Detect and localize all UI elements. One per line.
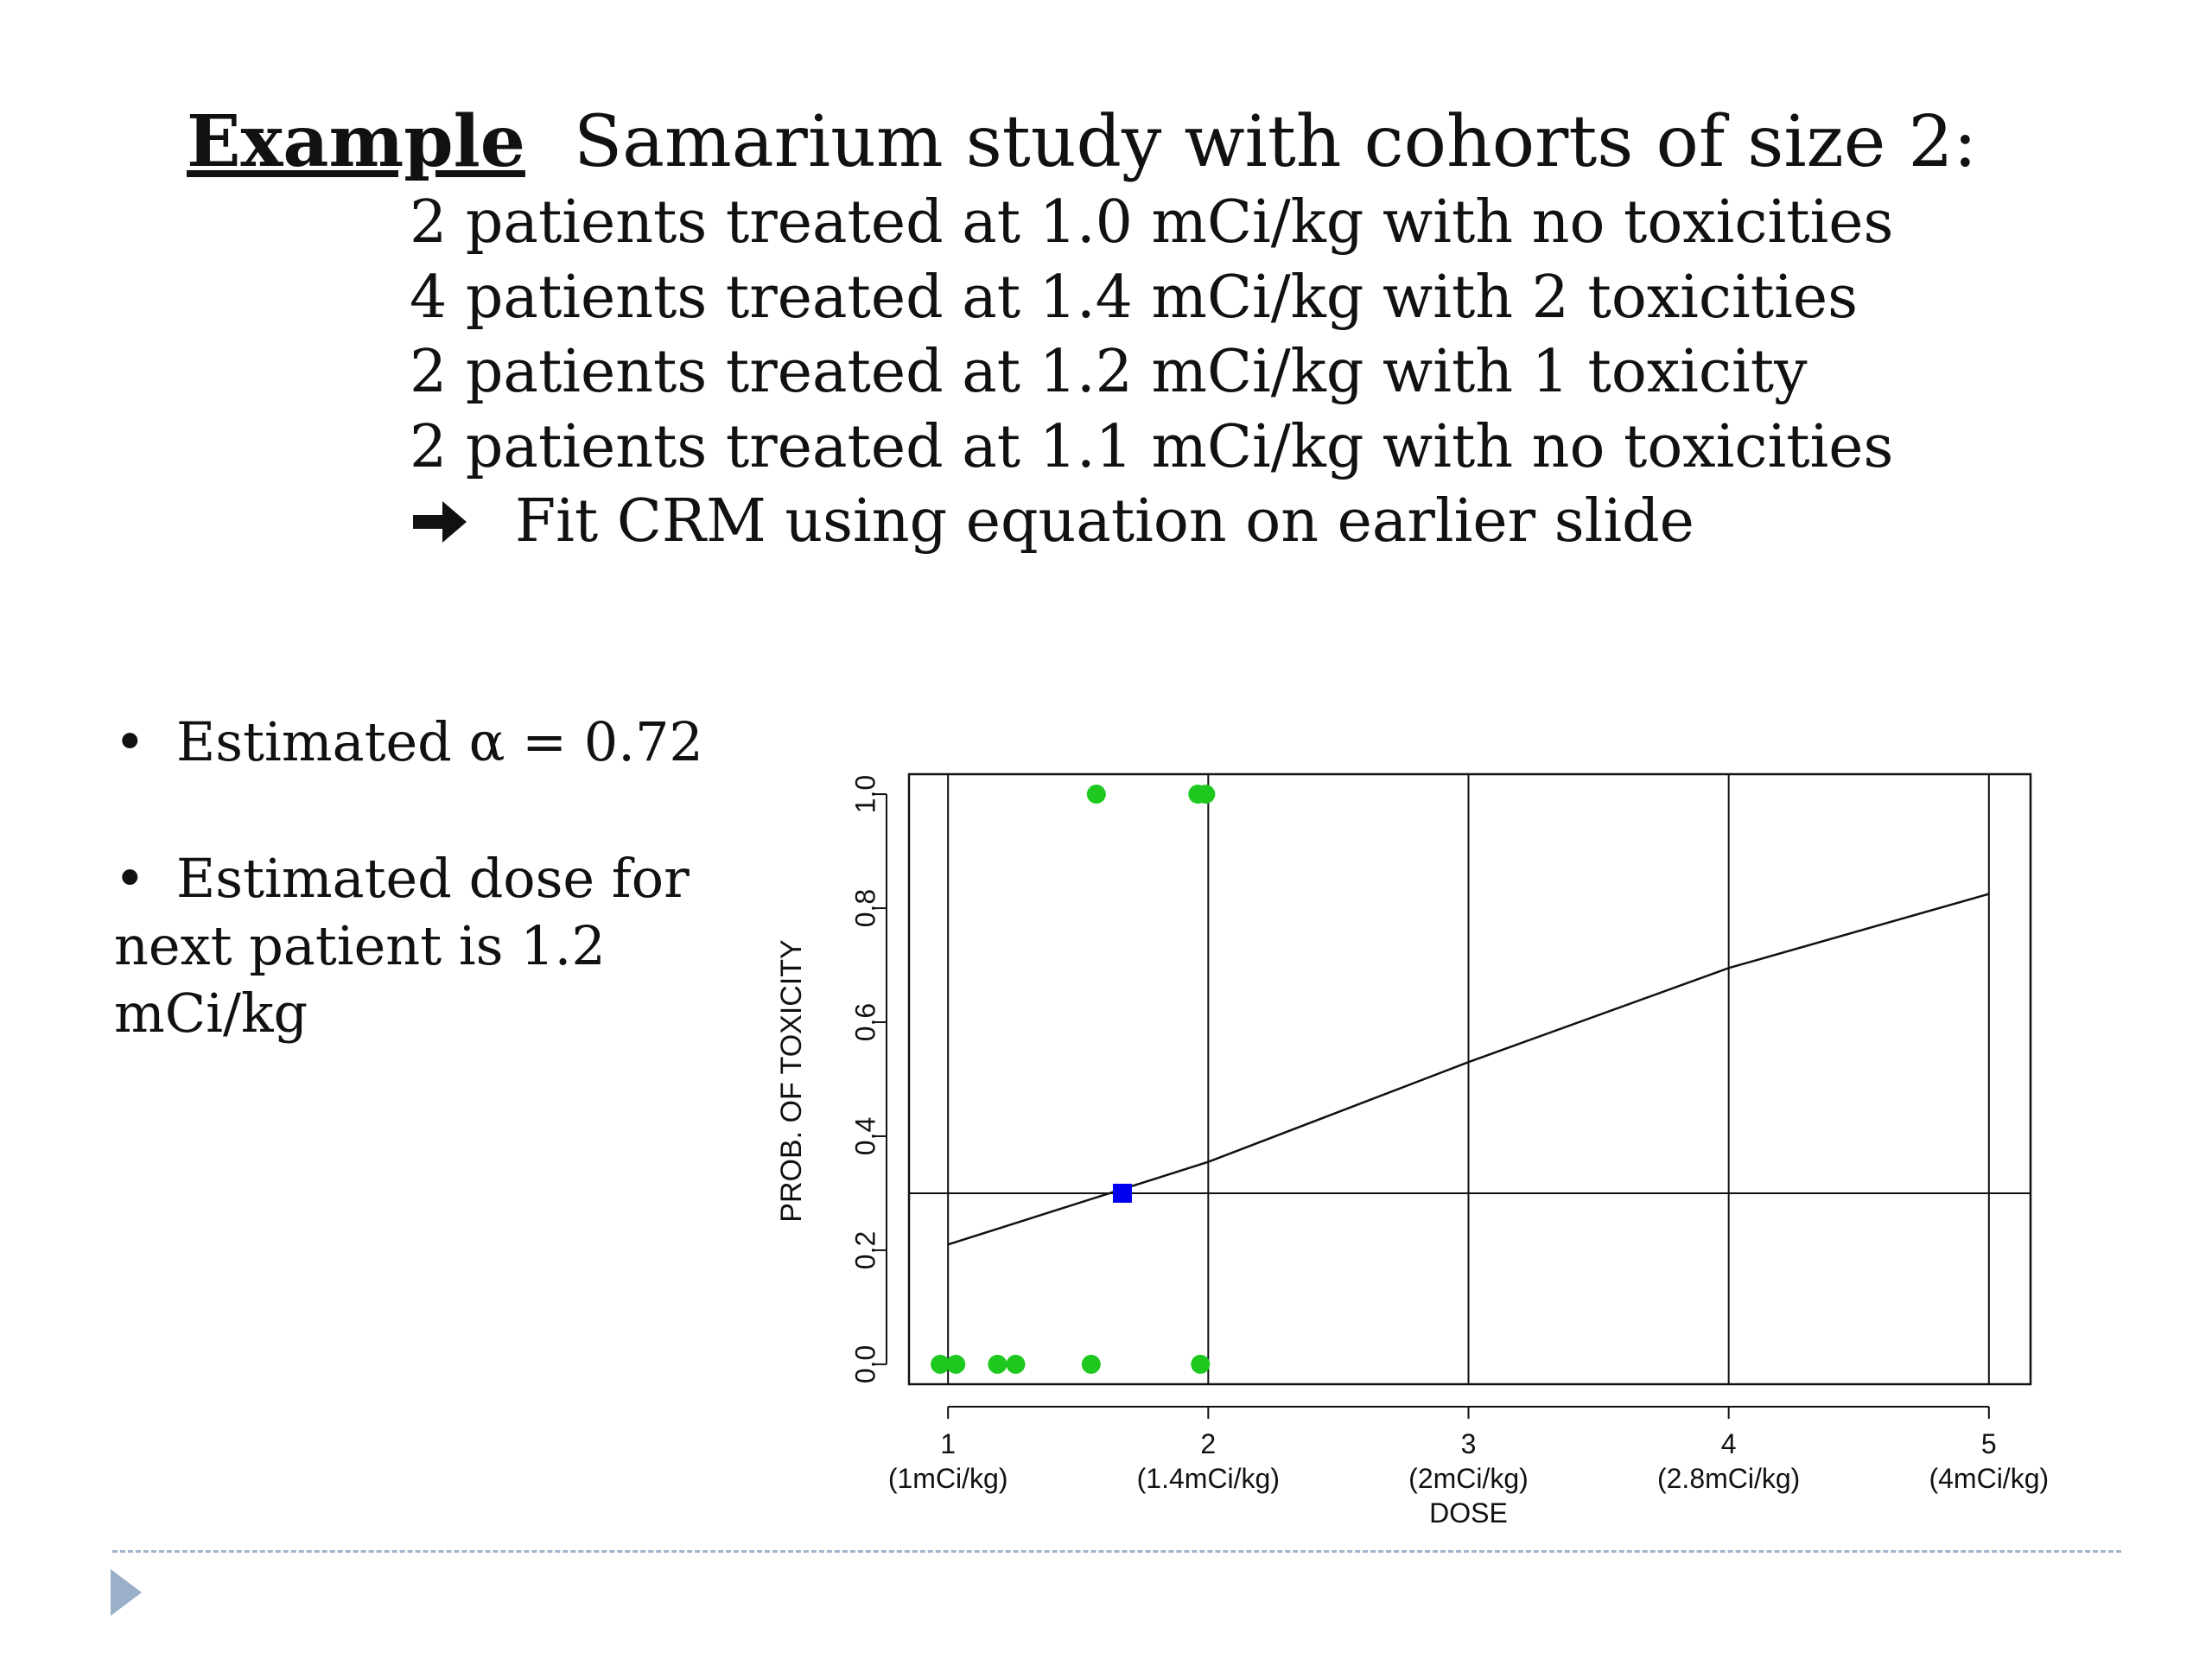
bullet-dose: • Estimated dose for next patient is 1.2 …	[114, 845, 736, 1047]
x-tick-sublabel: (1.4mCi/kg)	[1137, 1463, 1280, 1494]
cohort-line: 2 patients treated at 1.0 mCi/kg with no…	[410, 188, 1894, 257]
cohort-list: 2 patients treated at 1.0 mCi/kg with no…	[410, 186, 1893, 560]
observation-point	[1191, 1354, 1211, 1374]
cohort-line: 4 patients treated at 1.4 mCi/kg with 2 …	[410, 263, 1858, 332]
y-tick-label: 0.6	[849, 1003, 880, 1041]
y-tick-label: 0.0	[849, 1345, 880, 1383]
estimate-point	[1112, 1183, 1132, 1203]
observation-point	[946, 1354, 966, 1374]
observation-point	[931, 1354, 950, 1374]
play-triangle-icon	[111, 1569, 142, 1616]
x-tick-label: 4	[1721, 1428, 1737, 1459]
observation-point	[1086, 785, 1106, 804]
x-tick-label: 5	[1981, 1428, 1997, 1459]
x-tick-label: 1	[940, 1428, 956, 1459]
observation-point	[1196, 785, 1216, 804]
bullet-dot-icon: •	[114, 847, 146, 910]
x-tick-label: 3	[1461, 1428, 1477, 1459]
cohort-line: 2 patients treated at 1.1 mCi/kg with no…	[410, 412, 1894, 481]
slide-title: Example Samarium study with cohorts of si…	[187, 93, 1977, 191]
y-tick-label: 1.0	[849, 775, 880, 813]
x-tick-sublabel: (2.8mCi/kg)	[1657, 1463, 1800, 1494]
right-arrow-icon	[413, 501, 467, 543]
bullet-text: Estimated α = 0.72	[176, 710, 703, 773]
x-tick-sublabel: (1mCi/kg)	[888, 1463, 1008, 1494]
title-example: Example	[187, 100, 525, 183]
bullet-dot-icon: •	[114, 710, 146, 773]
bullet-list: • Estimated α = 0.72 • Estimated dose for …	[114, 709, 736, 1047]
observation-point	[988, 1354, 1007, 1374]
y-tick-label: 0.4	[849, 1117, 880, 1155]
bullet-alpha: • Estimated α = 0.72	[114, 709, 736, 776]
y-tick-label: 0.8	[849, 889, 880, 927]
observation-point	[1081, 1354, 1101, 1374]
x-axis-label: DOSE	[1429, 1497, 1508, 1529]
y-axis-label: PROB. OF TOXICITY	[775, 939, 808, 1222]
bullet-text: Estimated dose for next patient is 1.2 m…	[114, 847, 690, 1045]
title-text: Samarium study with cohorts of size 2:	[573, 101, 1978, 183]
x-tick-label: 2	[1200, 1428, 1216, 1459]
x-tick-sublabel: (2mCi/kg)	[1408, 1463, 1529, 1494]
conclusion-line: Fit CRM using equation on earlier slide	[410, 485, 1893, 560]
observation-point	[1006, 1354, 1026, 1374]
y-tick-label: 0.2	[849, 1231, 880, 1269]
cohort-line: 2 patients treated at 1.2 mCi/kg with 1 …	[410, 338, 1808, 406]
conclusion-text: Fit CRM using equation on earlier slide	[515, 487, 1694, 556]
footer-divider	[112, 1550, 2121, 1553]
x-tick-sublabel: (4mCi/kg)	[1929, 1463, 2049, 1494]
plot-frame	[907, 772, 2032, 1386]
